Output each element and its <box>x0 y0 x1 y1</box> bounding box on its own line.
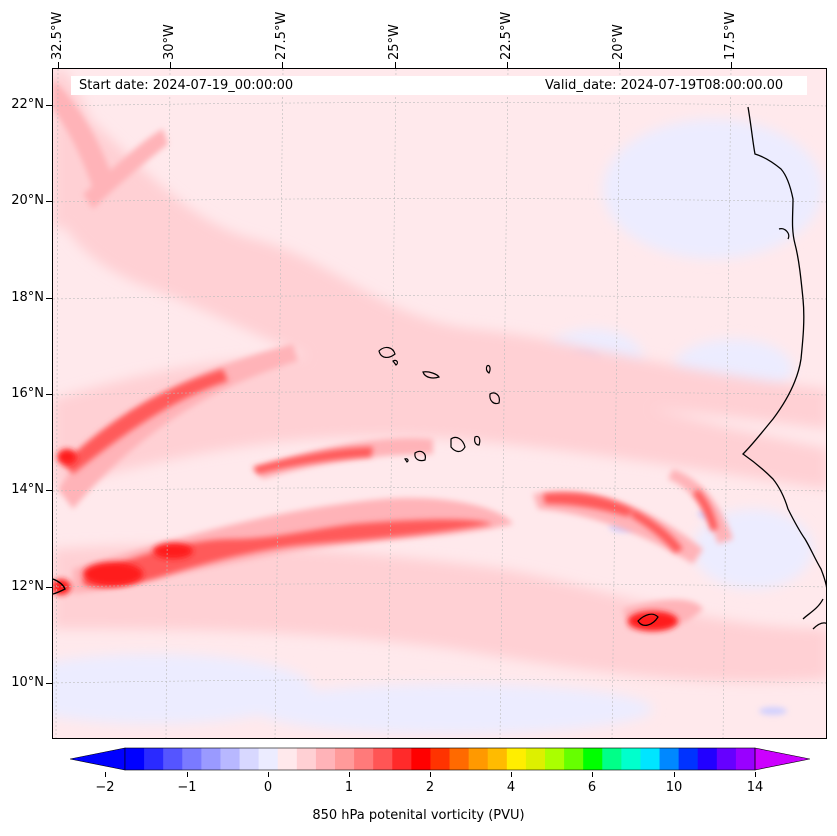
colorbar-low-extension <box>70 747 126 771</box>
colorbar-segment <box>640 748 661 770</box>
longitude-tick <box>731 62 732 68</box>
colorbar-segment <box>487 748 508 770</box>
longitude-label: 30°W <box>162 24 177 60</box>
colorbar-tick-label: 6 <box>587 780 597 795</box>
colorbar-segment <box>201 748 221 770</box>
colorbar-segment <box>449 748 470 770</box>
longitude-label: 25°W <box>387 24 402 60</box>
latitude-label: 16°N <box>11 386 44 401</box>
colorbar-segment <box>315 748 336 770</box>
latitude-tick <box>46 201 52 202</box>
longitude-tick <box>619 62 620 68</box>
colorbar-segment <box>525 748 546 770</box>
colorbar-segment <box>373 748 393 770</box>
colorbar-segment <box>220 748 241 770</box>
latitude-tick <box>46 490 52 491</box>
colorbar-segment <box>296 748 317 770</box>
latitude-label: 22°N <box>11 97 44 112</box>
longitude-label: 20°W <box>611 24 626 60</box>
colorbar-tick-label: 10 <box>665 780 683 795</box>
longitude-label: 22.5°W <box>499 11 514 60</box>
latitude-tick <box>46 394 52 395</box>
colorbar-tick <box>268 772 269 777</box>
latitude-label: 12°N <box>11 579 44 594</box>
cape-verde-islands <box>378 346 500 463</box>
peak-pv-cores <box>53 449 678 631</box>
colorbar-segment <box>678 748 699 770</box>
colorbar-segment <box>182 748 202 770</box>
date-info-box <box>71 76 807 95</box>
longitude-tick <box>282 62 283 68</box>
latitude-label: 18°N <box>11 290 44 305</box>
colorbar-segment <box>735 748 756 770</box>
longitude-tick <box>58 62 59 68</box>
colorbar-segment <box>506 748 527 770</box>
latitude-tick <box>46 298 52 299</box>
latitude-tick <box>46 683 52 684</box>
valid-date-label: Valid_date: 2024-07-19T08:00:00.00 <box>545 78 784 93</box>
colorbar-segment <box>125 748 145 770</box>
colorbar-title: 850 hPa potenital vorticity (PVU) <box>312 808 525 823</box>
colorbar-segment <box>621 748 641 770</box>
map-panel <box>52 68 827 739</box>
colorbar-tick <box>430 772 431 777</box>
colorbar-segment <box>258 748 279 770</box>
colorbar-segment <box>602 748 622 770</box>
colorbar-segment <box>277 748 298 770</box>
colorbar-segment <box>163 748 183 770</box>
colorbar-tick-label: −2 <box>95 780 115 795</box>
longitude-tick <box>170 62 171 68</box>
colorbar-segment <box>392 748 412 770</box>
colorbar-tick <box>755 772 756 777</box>
colorbar-tick <box>105 772 106 777</box>
longitude-label: 27.5°W <box>274 11 289 60</box>
colorbar-segment <box>564 748 584 770</box>
latitude-label: 14°N <box>11 482 44 497</box>
colorbar-segment <box>697 748 718 770</box>
colorbar-tick-label: 1 <box>344 780 354 795</box>
colorbar-segment <box>430 748 451 770</box>
colorbar-segment <box>239 748 260 770</box>
latitude-tick <box>46 105 52 106</box>
colorbar-segment <box>583 748 603 770</box>
colorbar-tick-label: 14 <box>746 780 764 795</box>
colorbar-tick <box>511 772 512 777</box>
colorbar-segment <box>411 748 431 770</box>
colorbar-high-extension <box>754 747 810 771</box>
colorbar-tick <box>349 772 350 777</box>
colorbar-tick-label: 0 <box>263 780 273 795</box>
colorbar-segment <box>354 748 374 770</box>
colorbar-tick <box>674 772 675 777</box>
colorbar-outline <box>124 747 756 771</box>
colorbar-segment <box>468 748 489 770</box>
colorbar-segment <box>545 748 565 770</box>
guinea-coast <box>637 613 659 626</box>
colorbar-segment <box>335 748 355 770</box>
longitude-tick <box>507 62 508 68</box>
latitude-label: 10°N <box>11 675 44 690</box>
colorbar-tick <box>187 772 188 777</box>
longitude-label: 17.5°W <box>723 11 738 60</box>
colorbar-segment <box>659 748 680 770</box>
colorbar-tick-label: 2 <box>425 780 435 795</box>
graticule <box>53 69 826 738</box>
longitude-tick <box>395 62 396 68</box>
colorbar <box>70 747 810 771</box>
colorbar-segment <box>144 748 164 770</box>
start-date-label: Start date: 2024-07-19_00:00:00 <box>79 78 294 93</box>
latitude-label: 20°N <box>11 193 44 208</box>
pv-field <box>53 69 826 738</box>
colorbar-tick-label: −1 <box>177 780 197 795</box>
colorbar-tick <box>592 772 593 777</box>
longitude-label: 32.5°W <box>50 11 65 60</box>
colorbar-tick-label: 4 <box>506 780 516 795</box>
coastline <box>53 106 826 630</box>
strong-pv-cores <box>63 369 718 588</box>
colorbar-segment <box>716 748 737 770</box>
latitude-tick <box>46 587 52 588</box>
